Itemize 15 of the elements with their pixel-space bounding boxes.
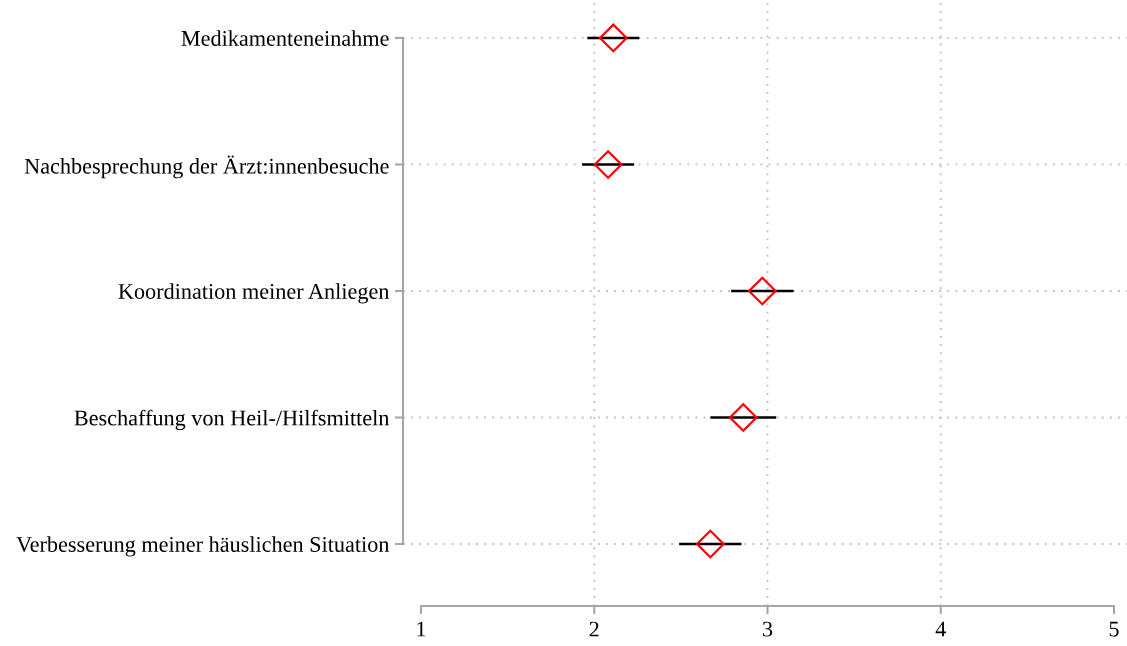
x-tick-label: 1 [417, 621, 426, 637]
y-tick-label: Koordination meiner Anliegen [118, 283, 390, 304]
x-tick-label: 2 [589, 621, 599, 637]
y-tick-label: Beschaffung von Heil-/Hilfsmitteln [74, 409, 390, 431]
point [695, 529, 725, 559]
y-tick-label: Nachbesprechung der Ärzt:innenbesuche [24, 155, 389, 179]
x-tick-label: 3 [763, 621, 773, 637]
x-tick-label: 4 [935, 621, 946, 637]
point [598, 23, 628, 53]
point [747, 276, 777, 306]
point [728, 403, 758, 432]
y-tick-label: Medikamenteneinahme [181, 30, 389, 46]
x-tick-label: 5 [1109, 621, 1119, 637]
point [593, 150, 623, 179]
y-tick-label: Verbesserung meiner häuslichen Situation [16, 536, 390, 557]
